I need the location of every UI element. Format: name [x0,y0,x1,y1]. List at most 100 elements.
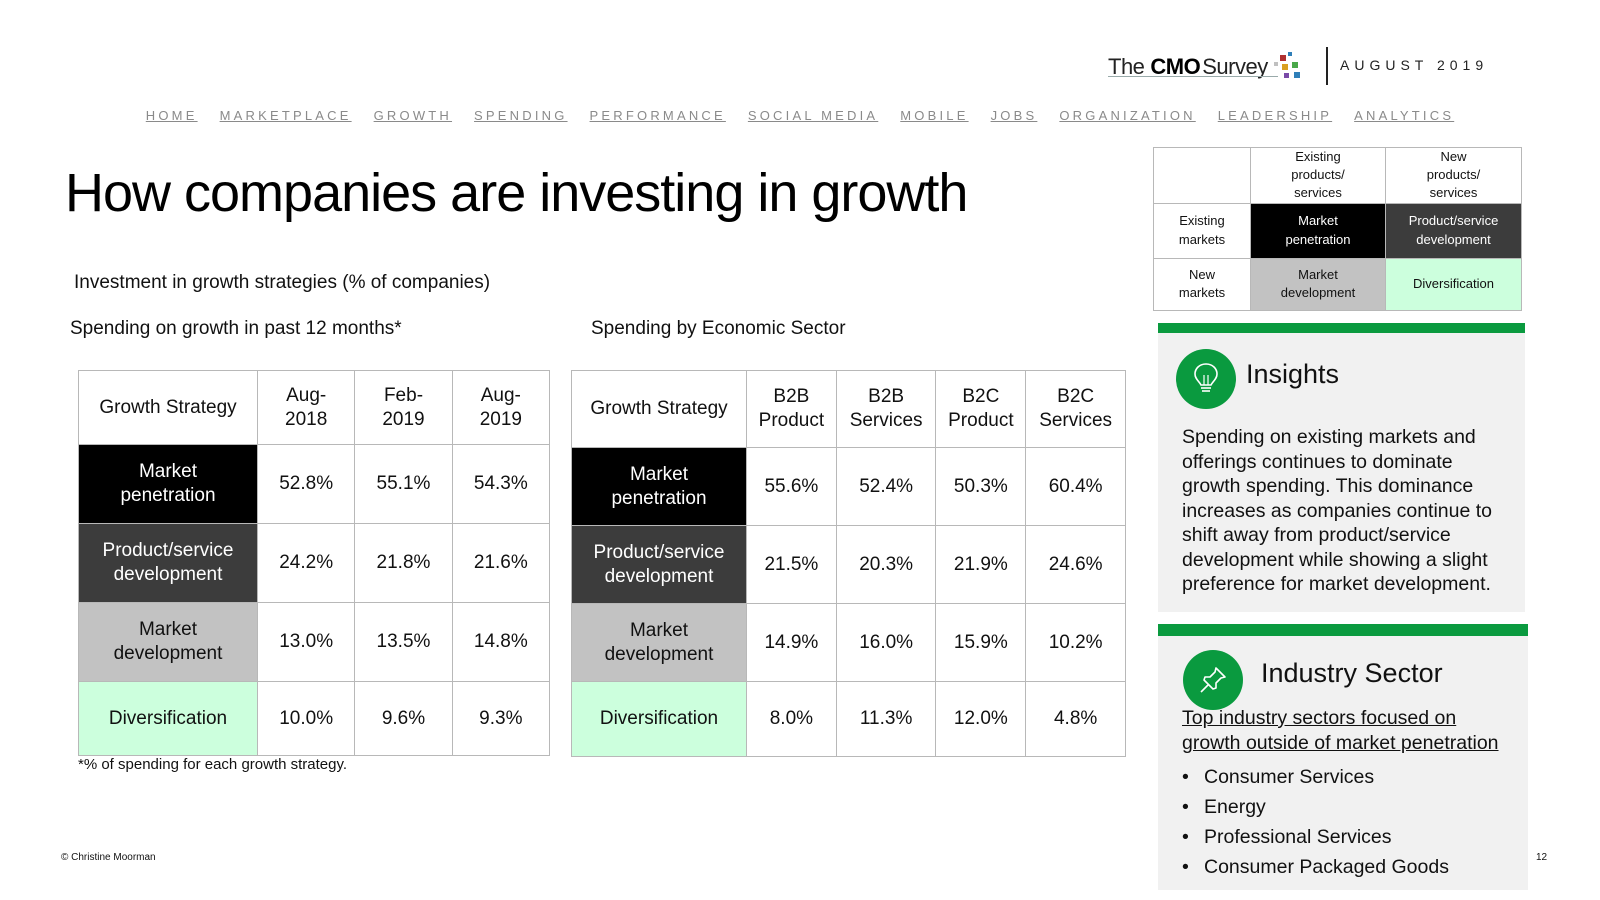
table-cell: 52.4% [835,447,937,526]
table-cell: 9.6% [354,681,453,756]
table-cell: 11.3% [835,681,937,757]
nav-spending[interactable]: SPENDING [474,108,568,123]
copyright: © Christine Moorman [61,852,156,863]
table-row: Product/service development 24.2% 21.8% … [78,523,551,603]
column-header: Aug- 2019 [451,370,551,445]
table-cell: 21.8% [354,523,453,603]
insights-text: Spending on existing markets and offerin… [1182,426,1493,595]
list-item: Professional Services [1182,822,1512,852]
row-label-diversification: Diversification [571,681,747,757]
insights-heading: Insights [1246,359,1340,389]
logo-survey: Survey [1202,54,1268,79]
table-header-row: Growth Strategy Aug- 2018 Feb- 2019 Aug-… [78,370,551,445]
row-label-product-service-development: Product/service development [571,525,747,604]
list-item: Consumer Packaged Goods [1182,852,1512,882]
cmo-survey-logo: The CMO Survey [1108,50,1306,84]
growth-strategy-matrix: Existing products/ services New products… [1153,147,1522,311]
table-cell: 21.9% [935,525,1027,604]
matrix-row-header: Existing markets [1153,202,1251,259]
matrix-cell-market-penetration: Market penetration [1250,202,1386,259]
table-cell: 50.3% [935,447,1027,526]
table2-caption: Spending by Economic Sector [591,318,846,339]
table-cell: 4.8% [1025,681,1126,757]
table-cell: 55.1% [354,444,453,524]
column-header: Feb- 2019 [354,370,453,445]
table-cell: 16.0% [835,603,937,682]
nav-performance[interactable]: PERFORMANCE [589,108,726,123]
table-row: Market penetration 52.8% 55.1% 54.3% [78,444,551,524]
insights-panel: Insights Spending on existing markets an… [1158,333,1525,612]
table-cell: 15.9% [935,603,1027,682]
page-title: How companies are investing in growth [65,163,968,223]
column-header: B2B Product [746,370,837,448]
list-item: Consumer Services [1182,762,1512,792]
nav-leadership[interactable]: LEADERSHIP [1217,108,1333,123]
table1-footnote: *% of spending for each growth strategy. [78,756,348,773]
report-date: AUGUST 2019 [1340,57,1489,73]
column-header: B2B Services [835,370,937,448]
table-row: Market penetration 55.6% 52.4% 50.3% 60.… [571,447,1126,526]
nav-jobs[interactable]: JOBS [990,108,1038,123]
column-header: B2C Product [935,370,1027,448]
logo-the: The [1108,54,1145,79]
table-cell: 21.6% [451,523,551,603]
main-nav: HOME MARKETPLACE GROWTH SPENDING PERFORM… [0,108,1600,123]
pushpin-icon [1183,650,1243,710]
logo-underline [1108,76,1278,77]
industry-sector-list: Consumer Services Energy Professional Se… [1182,762,1512,882]
table-row: Market development 14.9% 16.0% 15.9% 10.… [571,603,1126,682]
row-label-market-development: Market development [78,602,258,682]
table-cell: 13.5% [354,602,453,682]
table-cell: 20.3% [835,525,937,604]
matrix-row-header: New markets [1153,257,1251,311]
logo-dots-icon [1270,52,1306,82]
nav-analytics[interactable]: ANALYTICS [1354,108,1455,123]
table-row: Market development 13.0% 13.5% 14.8% [78,602,551,682]
table-cell: 10.2% [1025,603,1126,682]
page-subtitle: Investment in growth strategies (% of co… [74,272,491,293]
logo-cmo: CMO [1150,54,1201,79]
matrix-cell-product-service-development: Product/service development [1385,202,1522,259]
column-header: Growth Strategy [78,370,258,445]
nav-growth[interactable]: GROWTH [373,108,453,123]
matrix-cell-market-development: Market development [1250,257,1386,311]
table-cell: 52.8% [256,444,356,524]
table-row: Product/service development 21.5% 20.3% … [571,525,1126,604]
row-label-product-service-development: Product/service development [78,523,258,603]
lightbulb-icon [1176,349,1236,409]
insights-accent-bar [1158,323,1525,333]
page-number: 12 [1536,852,1548,863]
table-cell: 9.3% [451,681,551,756]
table-cell: 10.0% [256,681,356,756]
table-cell: 8.0% [746,681,837,757]
row-label-market-development: Market development [571,603,747,682]
industry-accent-bar [1158,624,1528,636]
nav-marketplace[interactable]: MARKETPLACE [219,108,352,123]
table-cell: 54.3% [451,444,551,524]
matrix-corner [1153,147,1251,204]
table1-caption: Spending on growth in past 12 months* [70,318,402,339]
nav-organization[interactable]: ORGANIZATION [1059,108,1196,123]
nav-social-media[interactable]: SOCIAL MEDIA [747,108,879,123]
industry-sectors-link[interactable]: Top industry sectors focused on growth o… [1182,707,1499,754]
table-row: Diversification 8.0% 11.3% 12.0% 4.8% [571,681,1126,757]
industry-panel: Industry Sector Top industry sectors foc… [1158,636,1528,890]
nav-home[interactable]: HOME [145,108,198,123]
list-item: Energy [1182,792,1512,822]
table-cell: 21.5% [746,525,837,604]
growth-spending-table: Growth Strategy Aug- 2018 Feb- 2019 Aug-… [78,370,551,756]
table-cell: 14.9% [746,603,837,682]
nav-mobile[interactable]: MOBILE [900,108,969,123]
matrix-col-header: Existing products/ services [1250,147,1386,204]
table-cell: 24.6% [1025,525,1126,604]
header-divider [1326,47,1328,85]
table-cell: 55.6% [746,447,837,526]
column-header: Growth Strategy [571,370,747,448]
column-header: Aug- 2018 [256,370,356,445]
row-label-market-penetration: Market penetration [78,444,258,524]
table-cell: 14.8% [451,602,551,682]
industry-heading: Industry Sector [1261,658,1443,688]
table-row: Diversification 10.0% 9.6% 9.3% [78,681,551,756]
matrix-cell-diversification: Diversification [1385,257,1522,311]
matrix-col-header: New products/ services [1385,147,1522,204]
